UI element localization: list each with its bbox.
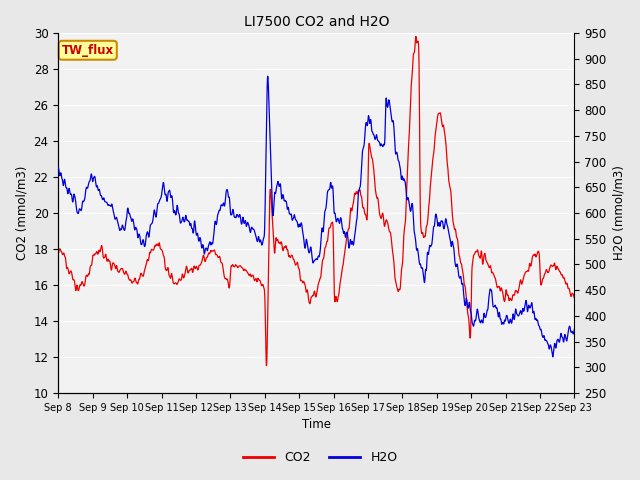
Y-axis label: CO2 (mmol/m3): CO2 (mmol/m3): [15, 166, 28, 260]
X-axis label: Time: Time: [302, 419, 331, 432]
Text: TW_flux: TW_flux: [61, 44, 114, 57]
Legend: CO2, H2O: CO2, H2O: [237, 446, 403, 469]
Y-axis label: H2O (mmol/m3): H2O (mmol/m3): [612, 166, 625, 261]
Title: LI7500 CO2 and H2O: LI7500 CO2 and H2O: [244, 15, 389, 29]
